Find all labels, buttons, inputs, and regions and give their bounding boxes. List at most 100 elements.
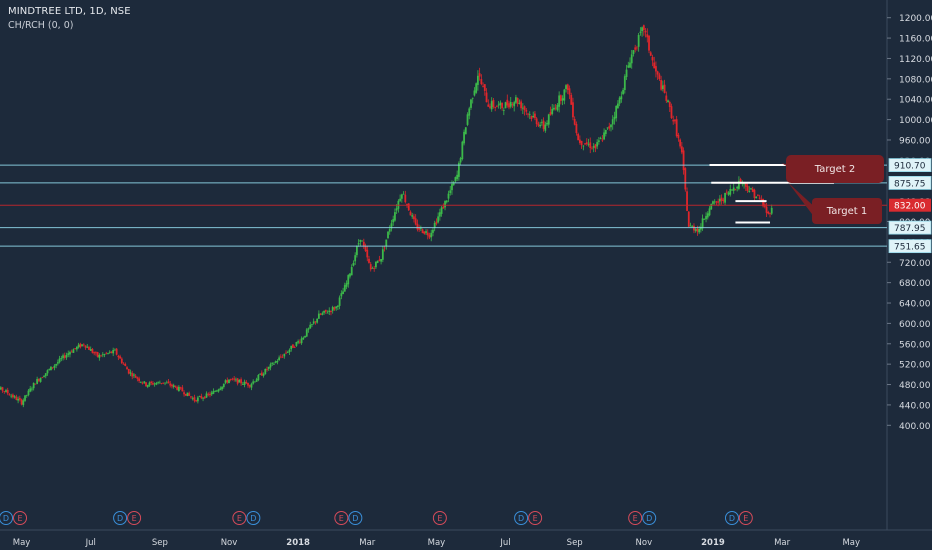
candle — [96, 352, 99, 357]
candle — [656, 71, 659, 75]
marker-letter: D — [729, 514, 735, 523]
candle — [649, 52, 652, 56]
candle — [492, 99, 495, 107]
candle — [355, 246, 358, 256]
candle — [15, 396, 18, 400]
candle — [760, 199, 763, 201]
dividend-marker[interactable] — [514, 511, 529, 525]
candle — [359, 239, 362, 242]
candle — [421, 229, 424, 234]
earnings-marker[interactable] — [432, 511, 447, 525]
candle — [539, 124, 542, 127]
candle — [297, 341, 300, 343]
y-tick-label: 1120.00 — [899, 55, 932, 65]
candle — [687, 211, 690, 227]
candle — [286, 352, 289, 353]
candle — [323, 310, 325, 313]
candle — [613, 116, 616, 120]
candle — [428, 234, 431, 238]
candle — [127, 369, 130, 374]
candle — [425, 231, 427, 233]
candle — [86, 346, 89, 348]
candle — [490, 101, 493, 110]
candle — [222, 383, 225, 388]
candle — [316, 318, 319, 323]
candle — [131, 373, 134, 377]
candle — [549, 112, 552, 115]
candle — [22, 400, 25, 406]
candle — [369, 264, 372, 270]
candle — [705, 216, 707, 220]
candle — [655, 66, 657, 72]
earnings-marker[interactable] — [528, 511, 543, 525]
candle — [554, 107, 557, 109]
earnings-marker[interactable] — [127, 511, 142, 525]
candle — [376, 260, 379, 263]
candle — [88, 346, 90, 350]
candle — [46, 370, 49, 374]
candle — [94, 352, 97, 354]
candle — [608, 126, 611, 129]
earnings-marker[interactable] — [738, 511, 753, 525]
candle — [580, 140, 583, 146]
candle — [324, 309, 327, 312]
candle — [461, 141, 464, 160]
candle — [400, 194, 403, 199]
candle — [636, 47, 638, 49]
candle — [388, 229, 391, 232]
candle — [247, 382, 249, 386]
candle — [248, 385, 251, 387]
earnings-marker[interactable] — [628, 511, 643, 525]
candle — [530, 116, 533, 119]
candle — [228, 379, 230, 384]
candle — [362, 241, 365, 247]
target-1-callout — [812, 198, 882, 224]
candle — [542, 120, 545, 129]
candle — [330, 310, 332, 313]
candle — [307, 328, 310, 330]
dividend-marker[interactable] — [246, 511, 261, 525]
candle — [117, 355, 120, 358]
candle — [452, 182, 455, 186]
dividend-marker[interactable] — [724, 511, 739, 525]
candle — [343, 285, 346, 292]
marker-letter: D — [352, 514, 358, 523]
dividend-marker[interactable] — [0, 511, 14, 525]
earnings-marker[interactable] — [334, 511, 349, 525]
candle — [686, 191, 688, 211]
candle — [107, 353, 109, 354]
target-2-label: Target 2 — [814, 164, 855, 175]
candle — [181, 387, 184, 392]
candle — [133, 374, 135, 376]
candle — [196, 397, 199, 402]
last-price-box — [889, 198, 931, 212]
candle — [25, 394, 28, 396]
candle — [378, 259, 381, 261]
candle — [336, 305, 339, 307]
candle — [504, 102, 507, 109]
dividend-marker[interactable] — [642, 511, 657, 525]
candle — [345, 283, 348, 287]
candle — [578, 139, 581, 143]
candle — [718, 198, 721, 202]
candle — [352, 263, 355, 266]
candle — [682, 150, 685, 171]
candle — [725, 191, 728, 193]
dividend-marker[interactable] — [113, 511, 128, 525]
candle — [98, 354, 101, 358]
candle — [8, 394, 11, 396]
dividend-marker[interactable] — [348, 511, 363, 525]
candle — [160, 382, 163, 384]
candle — [414, 218, 417, 225]
candle — [172, 385, 175, 387]
earnings-marker[interactable] — [232, 511, 247, 525]
earnings-marker[interactable] — [13, 511, 28, 525]
candle — [708, 208, 711, 216]
candle — [698, 229, 701, 233]
candle — [694, 229, 697, 231]
candle — [646, 34, 649, 38]
candle — [540, 121, 543, 123]
marker-letter: E — [132, 514, 137, 523]
